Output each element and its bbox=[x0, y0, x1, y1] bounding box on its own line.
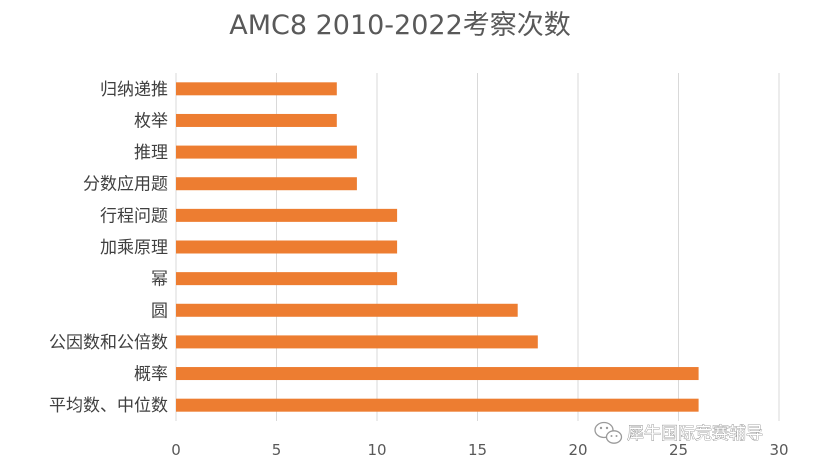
x-tick-label: 10 bbox=[367, 441, 386, 459]
bar bbox=[176, 145, 357, 159]
x-tick-label: 5 bbox=[272, 441, 282, 459]
category-label: 分数应用题 bbox=[83, 175, 168, 195]
chart-title: AMC8 2010-2022考察次数 bbox=[229, 10, 571, 41]
x-tick-label: 20 bbox=[568, 441, 587, 459]
category-label: 平均数、中位数 bbox=[49, 396, 168, 416]
category-labels: 平均数、中位数 概率 公因数和公倍数 圆幂 加乘原理 行程问题 分数应用题 推理 枚举 归纳递推 bbox=[49, 80, 168, 416]
watermark-text: 犀牛国际竞赛辅导 bbox=[627, 423, 763, 444]
category-label: 行程问题 bbox=[100, 206, 168, 226]
x-tick-label: 15 bbox=[468, 441, 487, 459]
bar bbox=[176, 208, 398, 222]
bar bbox=[176, 240, 398, 254]
category-label: 加乘原理 bbox=[100, 238, 168, 258]
category-label: 圆 bbox=[151, 301, 168, 321]
bar bbox=[176, 177, 357, 191]
x-tick-label: 30 bbox=[769, 441, 788, 459]
x-tick-label: 25 bbox=[669, 441, 688, 459]
bar bbox=[176, 367, 699, 381]
x-axis-tick-labels: 0 5 10 15 20 25 30 bbox=[171, 441, 788, 459]
x-tick-label: 0 bbox=[171, 441, 181, 459]
watermark: 犀牛国际竞赛辅导 bbox=[594, 421, 763, 444]
category-label: 推理 bbox=[134, 143, 168, 163]
category-label: 枚举 bbox=[134, 111, 168, 131]
bar bbox=[176, 82, 337, 96]
bar bbox=[176, 398, 699, 412]
category-label: 幂 bbox=[151, 270, 168, 290]
bars bbox=[176, 82, 699, 412]
bar bbox=[176, 303, 518, 317]
bar bbox=[176, 113, 337, 127]
wechat-icon bbox=[594, 421, 623, 444]
bar bbox=[176, 272, 398, 286]
bar bbox=[176, 335, 538, 349]
category-label: 概率 bbox=[134, 365, 168, 385]
category-label: 公因数和公倍数 bbox=[49, 333, 168, 353]
category-label: 归纳递推 bbox=[100, 80, 168, 100]
